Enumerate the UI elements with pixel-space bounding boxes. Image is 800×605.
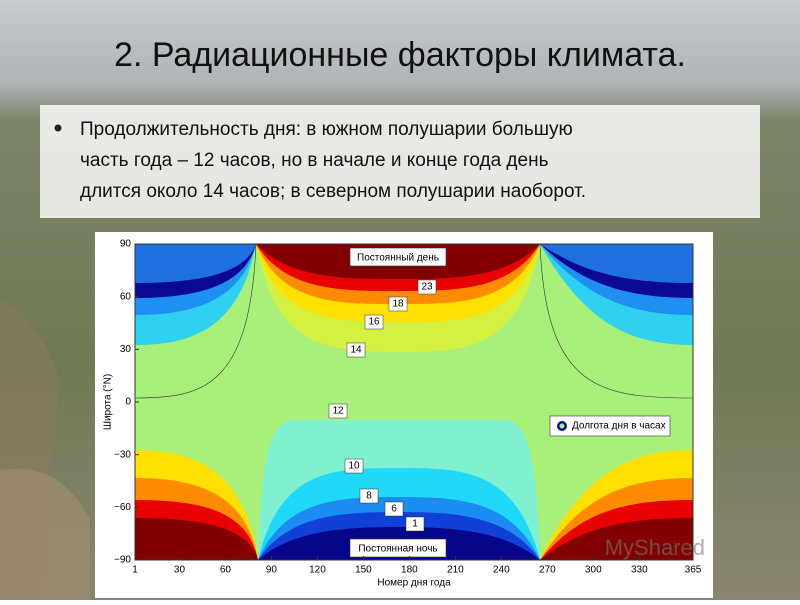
contour-label: 1 (412, 519, 418, 530)
legend-box (549, 415, 671, 437)
bullet-line: Продолжительность дня: в южном полушарии… (80, 119, 573, 140)
contour-label: 10 (348, 461, 360, 472)
x-axis-label: Номер дня года (377, 578, 451, 589)
contour-label: 23 (421, 282, 433, 293)
y-tick-label: 60 (120, 291, 132, 302)
contour-label-box (364, 314, 384, 330)
day-label: Постоянный день (357, 253, 439, 264)
contour-label: 12 (332, 406, 344, 417)
x-tick-label: 90 (266, 565, 278, 576)
x-tick-label: 1 (132, 565, 138, 576)
contour-label-box (405, 516, 425, 532)
night-label: Постоянная ночь (358, 544, 437, 555)
x-tick-label: 330 (631, 565, 648, 576)
x-tick-label: 270 (539, 565, 556, 576)
x-tick-label: 60 (220, 565, 232, 576)
x-tick-label: 365 (685, 565, 702, 576)
contour-label-box (384, 501, 404, 517)
y-tick-label: −60 (114, 502, 131, 513)
contour-label-box (359, 488, 379, 504)
watermark: MyShared (605, 535, 705, 560)
y-tick-label: 30 (120, 344, 132, 355)
x-tick-label: 150 (355, 565, 372, 576)
bullet-dot (54, 124, 62, 132)
contour-label: 8 (366, 491, 372, 502)
contour-label-box (344, 458, 364, 474)
bullet-line: длится около 14 часов; в северном полуша… (80, 181, 586, 202)
contour-labels: 23 18 16 14 12 10 8 6 1 (328, 279, 437, 532)
band (135, 244, 693, 283)
x-tick-label: 210 (447, 565, 464, 576)
y-tick-label: 90 (120, 239, 132, 250)
contour-label: 6 (391, 504, 397, 515)
x-tick-label: 240 (493, 565, 510, 576)
contour-label-box (417, 279, 437, 295)
x-tick-label: 300 (585, 565, 602, 576)
legend-text: Долгота дня в часах (572, 421, 666, 432)
x-tick-label: 120 (309, 565, 326, 576)
contour-label: 16 (368, 317, 380, 328)
label-box (349, 538, 447, 558)
y-axis-label: Широта (°N) (103, 374, 114, 430)
cliff (0, 468, 90, 600)
contour-line (134, 243, 694, 399)
contour-label: 18 (392, 299, 404, 310)
band (135, 518, 693, 560)
y-tick-label: 0 (125, 397, 131, 408)
bullet-line: часть года – 12 часов, но в начале и кон… (80, 150, 549, 171)
bullet-box (40, 105, 760, 218)
x-tick-label: 30 (174, 565, 186, 576)
label-box (349, 247, 447, 267)
x-tick-label: 180 (401, 565, 418, 576)
contour-label-box (388, 296, 408, 312)
contour-label: 14 (350, 345, 362, 356)
y-tick-label: −90 (114, 555, 131, 566)
y-tick-label: −30 (114, 449, 131, 460)
slide-title: 2. Радиационные факторы климата. (114, 36, 686, 74)
contour-plot (134, 243, 694, 560)
contour-label-box (328, 403, 348, 419)
contour-label-box (346, 342, 366, 358)
legend-icon (559, 423, 565, 429)
